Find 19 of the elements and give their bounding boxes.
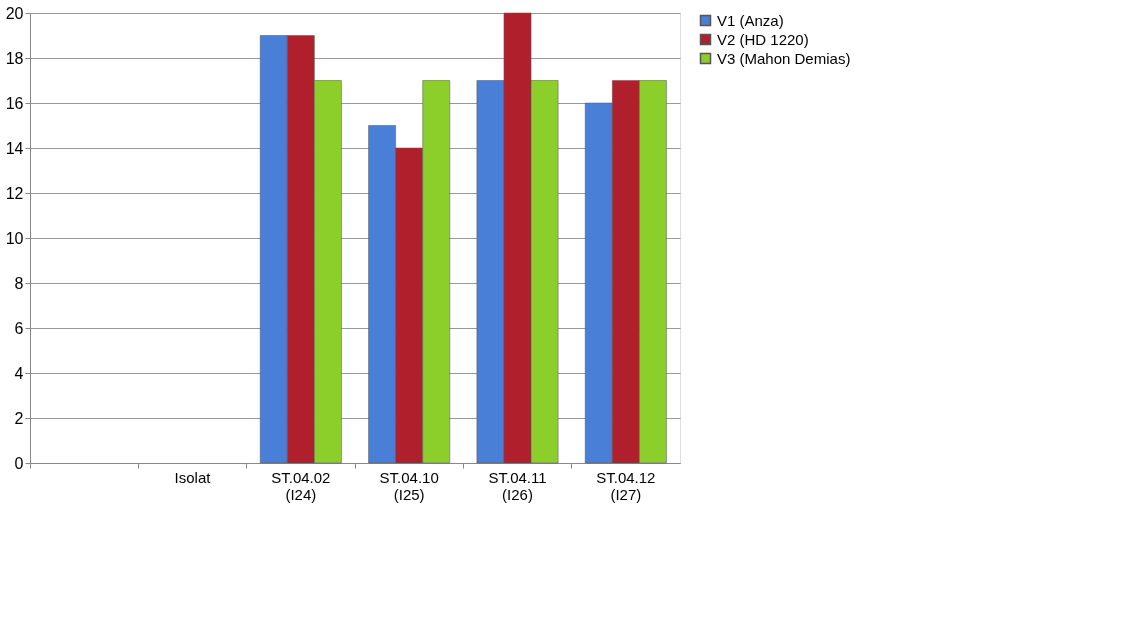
y-tick-label: 18 (5, 49, 24, 67)
y-tick-label: 2 (14, 409, 24, 427)
y-tick-label: 8 (14, 274, 24, 292)
legend-label: V2 (HD 1220) (717, 30, 809, 48)
y-tick-label: 0 (14, 454, 24, 472)
legend-label: V1 (Anza) (717, 11, 784, 29)
x-tick-label: Isolat (174, 468, 212, 486)
x-tick-label: ST.04.11 (I26) (488, 468, 547, 503)
y-tick-label: 4 (14, 364, 24, 382)
y-tick-label: 10 (5, 229, 24, 247)
y-tick-label: 14 (5, 139, 24, 157)
y-tick-label: 20 (5, 4, 24, 22)
x-tick-label: ST.04.10 (I25) (379, 468, 439, 503)
y-tick-label: 16 (5, 94, 24, 112)
x-tick-label: ST.04.02 (I24) (271, 468, 331, 503)
x-tick-label: ST.04.12 (I27) (596, 468, 656, 503)
y-tick-label: 12 (5, 184, 24, 202)
y-tick-label: 6 (14, 319, 24, 337)
legend-label: V3 (Mahon Demias) (717, 49, 851, 67)
